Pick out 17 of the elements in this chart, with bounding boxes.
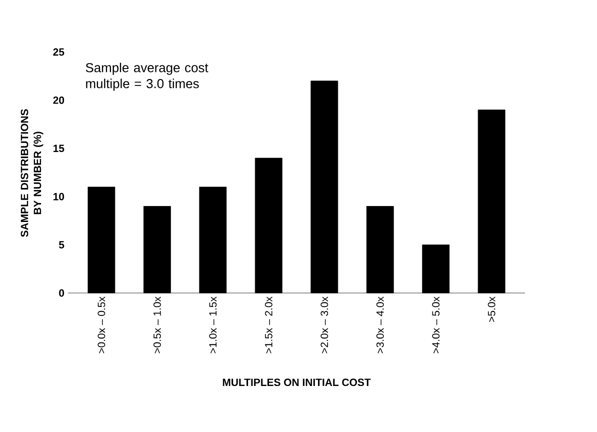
annotation: Sample average cost multiple = 3.0 times: [86, 62, 208, 91]
x-tick-label: >4.0x – 5.0x: [432, 296, 440, 354]
y-tick-label: 15: [54, 144, 64, 152]
x-tick-label: >1.5x – 2.0x: [264, 296, 272, 354]
x-tick-label: >0.5x – 1.0x: [153, 296, 161, 354]
y-tick-label: 10: [54, 192, 64, 200]
x-tick-label: >1.0x – 1.5x: [209, 296, 217, 354]
y-tick-label: 5: [58, 241, 64, 248]
x-axis-title: MULTIPLES ON INITIAL COST: [222, 378, 371, 386]
y-tick-label: 25: [53, 48, 64, 56]
y-tick-label: 0: [59, 289, 64, 297]
x-tick-label: >5.0x: [488, 296, 496, 322]
x-tick-label: >0.0x – 0.5x: [98, 296, 106, 354]
y-axis-title: SAMPLE DISTRIBUTIONS BY NUMBER (%): [20, 109, 44, 237]
x-tick-label: >3.0x – 4.0x: [376, 296, 384, 354]
x-tick-label: >2.0x – 3.0x: [320, 296, 328, 354]
y-tick-label: 20: [53, 96, 64, 104]
